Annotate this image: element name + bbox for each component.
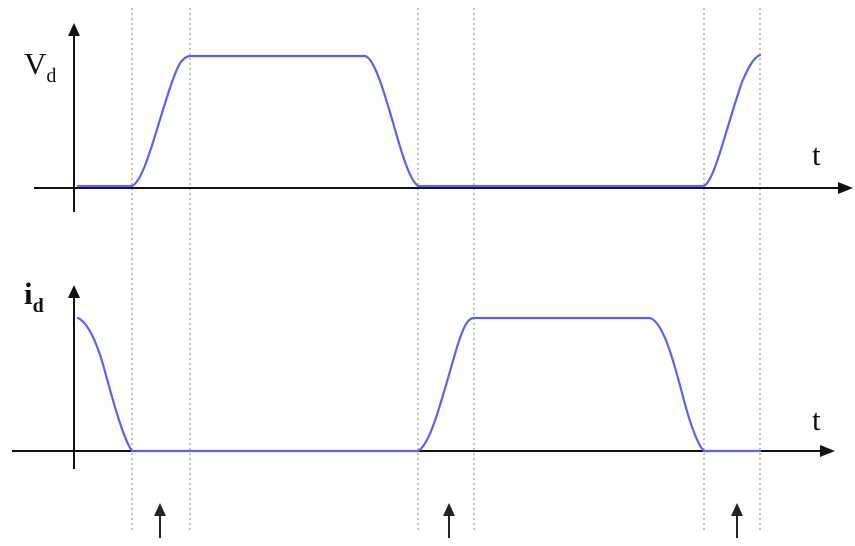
marker-arrow-2-head <box>443 503 455 516</box>
current-waveform <box>76 316 762 453</box>
top-y-axis-label: Vd <box>24 46 56 87</box>
marker-arrow-3-head <box>731 503 743 516</box>
top-plot: Vd t <box>24 23 853 212</box>
top-x-axis-arrow <box>838 182 853 194</box>
top-x-axis-label: t <box>812 137 821 172</box>
bottom-y-axis-arrow <box>68 285 80 298</box>
bottom-x-axis-arrow <box>820 445 835 457</box>
event-markers <box>154 503 743 538</box>
voltage-waveform <box>76 53 762 188</box>
top-y-axis-arrow <box>68 23 80 36</box>
bottom-y-axis-label: id <box>24 276 44 317</box>
bottom-x-axis-label: t <box>812 402 821 437</box>
marker-arrow-1-head <box>154 503 166 516</box>
bottom-plot: id t <box>12 276 835 469</box>
